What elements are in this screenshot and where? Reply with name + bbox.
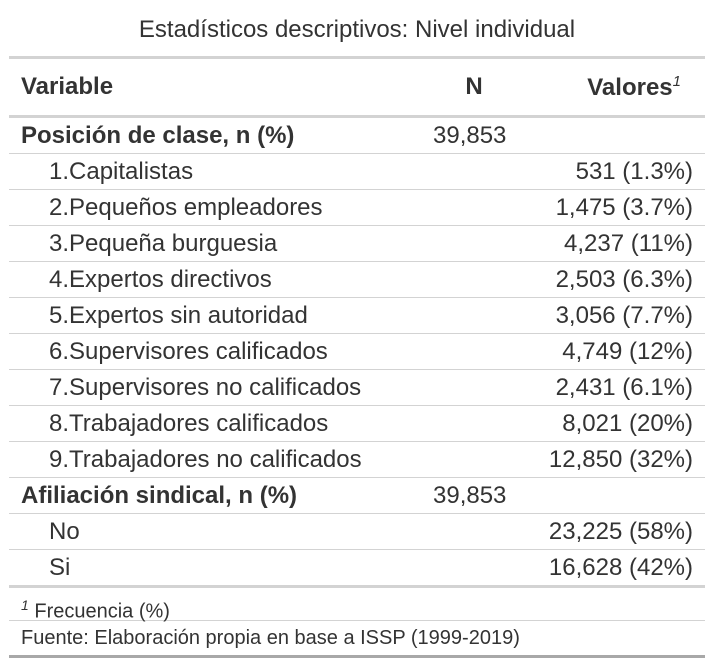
row-label: 2.Pequeños empleadores: [9, 189, 419, 226]
table-row: 2.Pequeños empleadores 1,475 (3.7%): [9, 189, 705, 226]
group-label: Afiliación sindical, n (%): [9, 477, 419, 514]
table-row: 3.Pequeña burguesia 4,237 (11%): [9, 225, 705, 262]
row-label: No: [9, 513, 419, 550]
row-label: 4.Expertos directivos: [9, 261, 419, 298]
row-n-empty: [419, 225, 529, 262]
row-value: 23,225 (58%): [529, 513, 705, 550]
row-n-empty: [419, 297, 529, 334]
header-values-footnote-mark: 1: [672, 72, 681, 90]
header-values-label: Valores: [587, 73, 673, 101]
row-label: 8.Trabajadores calificados: [9, 405, 419, 442]
row-value: 4,749 (12%): [529, 333, 705, 370]
row-label: 5.Expertos sin autoridad: [9, 297, 419, 334]
row-n-empty: [419, 441, 529, 478]
row-n-empty: [419, 189, 529, 226]
group-n: 39,853: [433, 121, 507, 149]
table-row: 8.Trabajadores calificados 8,021 (20%): [9, 405, 705, 442]
table-row: Si 16,628 (42%): [9, 549, 705, 588]
row-label: 7.Supervisores no calificados: [9, 369, 419, 406]
row-label: 1.Capitalistas: [9, 153, 419, 190]
row-label: 6.Supervisores calificados: [9, 333, 419, 370]
row-value: 1,475 (3.7%): [529, 189, 705, 226]
table-row: 7.Supervisores no calificados 2,431 (6.1%…: [9, 369, 705, 406]
row-value: 4,237 (11%): [529, 225, 705, 262]
header-variable: Variable: [9, 57, 419, 118]
group-label: Posición de clase, n (%): [21, 121, 295, 149]
table-row: 6.Supervisores calificados 4,749 (12%): [9, 333, 705, 370]
footnote-frequency: 1 Frecuencia (%): [9, 588, 705, 623]
group-row: Afiliación sindical, n (%) 39,853: [9, 477, 705, 514]
row-n-empty: [419, 549, 529, 588]
descriptive-stats-table: Estadísticos descriptivos: Nivel individ…: [9, 0, 705, 658]
row-n-empty: [419, 369, 529, 406]
header-row: Variable N Valores1: [9, 57, 705, 118]
footnote-text: Frecuencia (%): [34, 600, 170, 623]
row-value: 2,503 (6.3%): [529, 261, 705, 298]
row-value: 12,850 (32%): [529, 441, 705, 478]
footnote-source: Fuente: Elaboración propia en base a ISS…: [9, 621, 705, 658]
row-value: 3,056 (7.7%): [529, 297, 705, 334]
table-title: Estadísticos descriptivos: Nivel individ…: [138, 16, 576, 43]
group-n: 39,853: [419, 477, 529, 514]
row-n-empty: [419, 153, 529, 190]
group-value-empty: [529, 477, 705, 514]
row-label: 3.Pequeña burguesia: [9, 225, 419, 262]
footnote-mark: 1: [21, 597, 29, 613]
table-row: 5.Expertos sin autoridad 3,056 (7.7%): [9, 297, 705, 334]
group-row: Posición de clase, n (%) 39,853: [9, 117, 705, 154]
row-n-empty: [419, 333, 529, 370]
header-n: N: [419, 57, 529, 118]
table-body: Posición de clase, n (%) 39,853 1.Capitali…: [9, 117, 705, 588]
header-values: Valores1: [529, 57, 705, 118]
stats-table: Variable N Valores1 Posición de clase, n…: [9, 56, 705, 588]
table-row: 4.Expertos directivos 2,503 (6.3%): [9, 261, 705, 298]
footnotes: 1 Frecuencia (%) Fuente: Elaboración pro…: [9, 588, 705, 658]
table-row: No 23,225 (58%): [9, 513, 705, 550]
row-value: 2,431 (6.1%): [529, 369, 705, 406]
row-n-empty: [419, 405, 529, 442]
row-label: 9.Trabajadores no calificados: [9, 441, 419, 478]
table-row: 1.Capitalistas 531 (1.3%): [9, 153, 705, 190]
row-n-empty: [419, 513, 529, 550]
table-row: 9.Trabajadores no calificados 12,850 (32%…: [9, 441, 705, 478]
row-value: 8,021 (20%): [529, 405, 705, 442]
row-label: Si: [9, 549, 419, 588]
row-value: 531 (1.3%): [529, 153, 705, 190]
group-value-empty: [529, 117, 705, 154]
row-n-empty: [419, 261, 529, 298]
row-value: 16,628 (42%): [529, 549, 705, 588]
